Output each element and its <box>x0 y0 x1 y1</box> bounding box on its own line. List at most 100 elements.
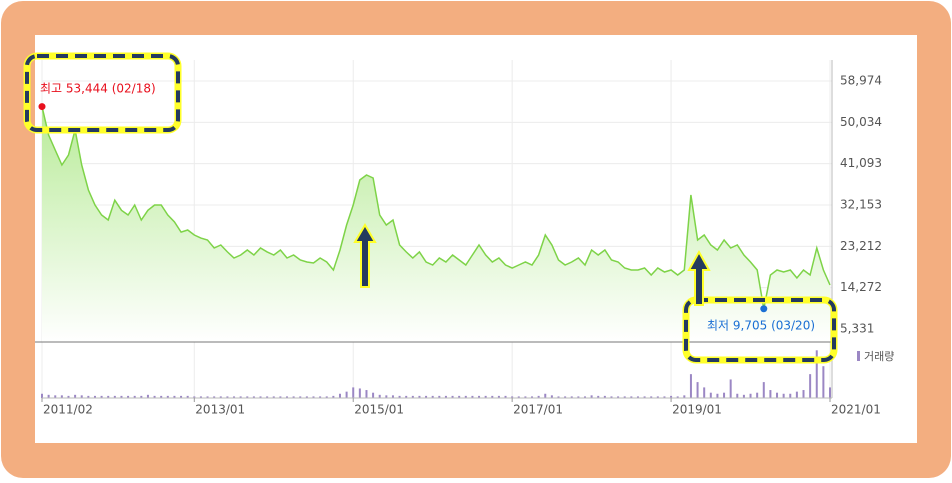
volume-bar <box>716 393 719 398</box>
volume-bar <box>431 395 434 398</box>
volume-bar <box>146 394 149 398</box>
volume-bar <box>802 390 805 398</box>
volume-bar <box>332 395 335 398</box>
volume-bar <box>286 396 289 398</box>
volume-bar <box>464 395 467 398</box>
volume-bar <box>378 394 381 398</box>
volume-bar <box>676 396 679 398</box>
volume-bar <box>133 395 136 398</box>
volume-bar <box>120 395 123 398</box>
volume-bar <box>372 392 375 398</box>
volume-bar <box>497 395 500 398</box>
volume-bar <box>636 396 639 398</box>
volume-bar <box>789 393 792 398</box>
volume-bar <box>524 396 527 398</box>
volume-bar <box>663 396 666 398</box>
volume-bar <box>478 395 481 398</box>
volume-bar <box>193 396 196 398</box>
volume-bar <box>570 396 573 398</box>
volume-bar <box>272 396 275 398</box>
volume-bar <box>127 395 130 398</box>
area-fill <box>42 106 830 342</box>
volume-bar <box>557 396 560 398</box>
volume-bar <box>822 366 825 398</box>
extreme-dot <box>38 103 46 111</box>
volume-bar <box>729 379 732 398</box>
volume-bar <box>749 393 752 398</box>
volume-bar <box>87 395 90 398</box>
volume-bar <box>113 395 116 398</box>
volume-bar <box>603 395 606 398</box>
x-tick-label: 2017/01 <box>513 403 563 417</box>
volume-bar <box>736 393 739 398</box>
volume-bar <box>756 392 759 398</box>
volume-bar <box>564 396 567 398</box>
volume-bar <box>173 395 176 398</box>
volume-bar <box>54 395 57 398</box>
x-tick-label: 2019/01 <box>672 403 722 417</box>
volume-bar <box>517 396 520 398</box>
volume-bar <box>67 395 70 398</box>
volume-bar <box>140 395 143 398</box>
y-tick-label: 23,212 <box>840 239 882 253</box>
volume-bar <box>166 395 169 398</box>
x-tick-label: 2011/02 <box>43 403 93 417</box>
volume-bar <box>405 395 408 398</box>
volume-bar <box>484 395 487 398</box>
volume-bar <box>782 393 785 398</box>
volume-bar <box>319 396 322 398</box>
y-tick-label: 14,272 <box>840 280 882 294</box>
highlight-box <box>23 52 838 364</box>
volume-bar <box>617 396 620 398</box>
volume-bar <box>239 396 242 398</box>
y-tick-label: 5,331 <box>840 321 874 335</box>
volume-bar <box>438 395 441 398</box>
volume-bar <box>597 395 600 398</box>
y-tick-label: 58,974 <box>840 73 882 87</box>
volume-bar <box>795 391 798 398</box>
volume-bar <box>153 395 156 398</box>
volume-bar <box>610 396 613 398</box>
volume-bar <box>689 374 692 398</box>
volume-bar <box>41 393 43 398</box>
volume-bar <box>100 395 103 398</box>
volume-bar <box>683 395 686 398</box>
volume-bar <box>577 396 580 398</box>
volume-bar <box>352 387 355 398</box>
volume-bar <box>451 395 454 398</box>
volume-bar <box>444 395 447 398</box>
annotation: 최고 53,444 (02/18) <box>40 82 156 96</box>
volume-bar <box>186 395 189 398</box>
volume-bar <box>74 394 77 398</box>
legend-swatch <box>857 351 860 361</box>
volume-bar <box>531 396 534 398</box>
y-tick-label: 32,153 <box>840 197 882 211</box>
volume-bar <box>776 392 779 398</box>
volume-bar <box>206 396 209 398</box>
volume-bar <box>411 395 414 398</box>
volume-bar <box>425 395 428 398</box>
volume-bar <box>544 393 547 398</box>
volume-bar <box>246 396 249 398</box>
volume-bar <box>312 396 315 398</box>
volume-bar <box>829 387 831 398</box>
volume-bar <box>537 395 540 398</box>
volume-bar <box>590 395 593 398</box>
volume-bar <box>259 396 262 398</box>
volume-bar <box>226 396 229 398</box>
volume-bar <box>809 374 812 398</box>
legend-label: 거래량 <box>864 350 894 363</box>
volume-bar <box>418 395 421 398</box>
volume-bar <box>391 395 394 398</box>
volume-bar <box>650 396 653 398</box>
volume-bar <box>630 396 633 398</box>
volume-bar <box>199 396 202 398</box>
volume-bar <box>213 396 216 398</box>
volume-bar <box>60 395 63 398</box>
volume-bar <box>93 395 96 398</box>
volume-bar <box>670 395 673 398</box>
volume-bar <box>219 396 222 398</box>
volume-bar <box>80 395 83 398</box>
volume-bar <box>504 395 507 398</box>
